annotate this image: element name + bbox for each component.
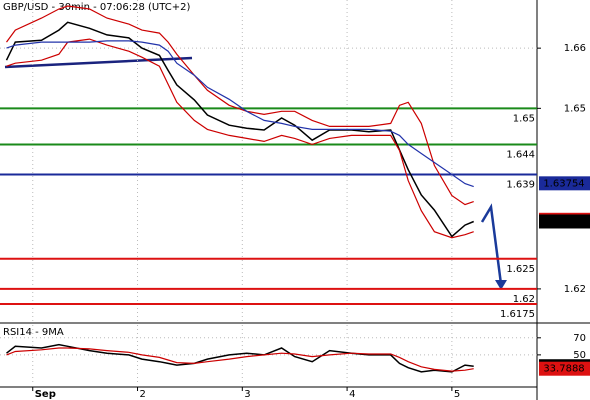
series-line [6, 38, 474, 239]
level-label: 1.644 [506, 149, 535, 160]
trend-line [4, 56, 193, 69]
level-label: 1.6175 [500, 309, 535, 320]
level-label: 1.62 [513, 294, 535, 305]
y-tick-label: 50 [573, 350, 586, 361]
forecast-arrowhead [495, 280, 507, 290]
level-label: 1.625 [506, 264, 535, 275]
y-tick-label: 1.65 [564, 103, 586, 114]
y-tick-label: 1.62 [564, 284, 586, 295]
series-line [5, 21, 474, 238]
price-marker [539, 361, 590, 376]
y-tick-label: 1.66 [564, 43, 586, 54]
x-tick-label: Sep [35, 389, 56, 400]
series-line [6, 343, 474, 373]
indicator-title: RSI14 - 9MA [3, 327, 64, 338]
chart-title: GBP/USD - 30min - 07:06:28 (UTC+2) [3, 2, 190, 13]
level-label: 1.65 [513, 113, 535, 124]
y-tick-label: 70 [573, 333, 586, 344]
x-tick-label: 5 [454, 389, 460, 400]
price-marker-label: 1.6312 [547, 216, 582, 227]
price-marker-label: 1.63754 [543, 178, 584, 189]
x-tick-label: 4 [349, 389, 355, 400]
price-marker-label: 33.7888 [543, 364, 584, 375]
x-tick-label: 3 [244, 389, 250, 400]
series-line [6, 347, 474, 372]
x-tick-label: 2 [140, 389, 146, 400]
price-marker [539, 176, 590, 191]
series-line [6, 40, 474, 188]
level-label: 1.639 [506, 180, 535, 191]
price-marker [539, 214, 590, 229]
